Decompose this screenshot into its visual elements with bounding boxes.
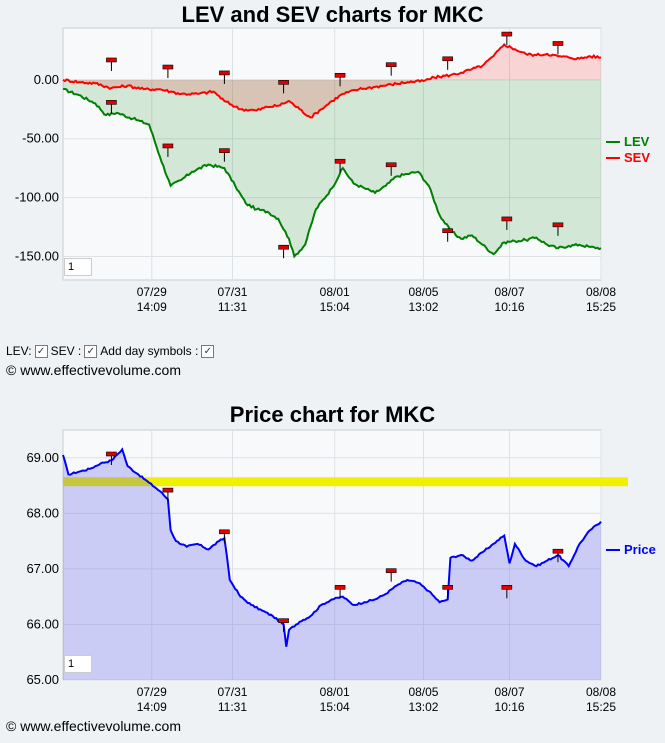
price-area <box>63 449 601 680</box>
price-line <box>62 447 602 647</box>
x-tick-date: 08/07 <box>495 685 525 699</box>
x-tick-time: 13:02 <box>408 700 438 714</box>
x-tick-time: 15:04 <box>320 300 350 314</box>
x-tick-date: 07/29 <box>137 285 167 299</box>
day-marker <box>552 222 564 228</box>
y-tick-label: 69.00 <box>26 450 59 465</box>
day-marker <box>219 70 230 76</box>
copyright-top: © www.effectivevolume.com <box>6 362 182 378</box>
day-marker <box>219 148 230 153</box>
x-tick-date: 08/08 <box>586 685 616 699</box>
lev-sev-chart: 0.00-50.00-100.00-150.0007/2914:0907/311… <box>15 27 650 314</box>
day-marker <box>501 31 513 37</box>
y-tick-label: 0.00 <box>34 72 59 87</box>
day-marker <box>442 585 453 590</box>
day-marker <box>278 80 289 85</box>
x-tick-time: 11:31 <box>218 700 247 714</box>
x-tick-date: 07/31 <box>217 685 247 699</box>
day-marker <box>385 568 397 573</box>
day-marker <box>106 451 117 457</box>
x-tick-date: 07/31 <box>217 285 247 299</box>
lev-area <box>63 79 601 257</box>
day-marker <box>552 548 564 554</box>
day-marker <box>552 41 564 46</box>
x-tick-time: 10:16 <box>495 700 525 714</box>
day-marker <box>442 228 453 234</box>
day-marker <box>334 72 346 78</box>
sev-checkbox[interactable]: ✓ <box>84 344 98 358</box>
legend-label: LEV <box>624 134 650 149</box>
day-marker <box>385 62 397 67</box>
day-marker <box>162 64 174 70</box>
lev-zoom-box[interactable]: 1 <box>64 258 92 276</box>
legend-label: Price <box>624 542 656 557</box>
lev-sev-chart-title: LEV and SEV charts for MKC <box>181 2 484 27</box>
lev-checkbox[interactable]: ✓ <box>34 344 48 358</box>
price-chart-title: Price chart for MKC <box>229 402 436 427</box>
day-marker <box>278 618 289 623</box>
x-tick-time: 15:25 <box>586 300 616 314</box>
day-marker <box>385 162 397 168</box>
price-zoom-box[interactable]: 1 <box>64 655 92 673</box>
x-tick-time: 14:09 <box>137 700 167 714</box>
day-symbols-label: Add day symbols : <box>100 344 199 358</box>
plot-area <box>62 27 602 281</box>
day-marker <box>334 158 346 164</box>
y-tick-label: 67.00 <box>26 561 59 576</box>
x-tick-date: 08/05 <box>408 285 438 299</box>
copyright-bottom: © www.effectivevolume.com <box>6 718 182 734</box>
day-marker <box>106 57 117 63</box>
x-tick-time: 10:16 <box>495 300 525 314</box>
x-tick-date: 08/01 <box>320 285 350 299</box>
day-marker <box>501 216 513 222</box>
sev-line <box>62 43 602 119</box>
y-tick-label: -50.00 <box>22 131 59 146</box>
lev-toggle-label: LEV: <box>6 344 32 358</box>
day-marker <box>106 100 117 105</box>
day-marker <box>162 143 174 149</box>
y-tick-label: -100.00 <box>15 190 59 205</box>
y-tick-label: 66.00 <box>26 616 59 631</box>
chart-controls: LEV: ✓ SEV : ✓ Add day symbols : ✓ <box>6 344 215 358</box>
day-marker <box>278 244 289 250</box>
day-marker <box>501 585 513 590</box>
x-tick-date: 07/29 <box>137 685 167 699</box>
x-tick-time: 13:02 <box>408 300 438 314</box>
lev-line <box>62 87 602 259</box>
x-tick-date: 08/07 <box>495 285 525 299</box>
day-marker <box>442 56 453 62</box>
x-tick-date: 08/08 <box>586 285 616 299</box>
x-tick-time: 15:25 <box>586 700 616 714</box>
x-tick-date: 08/01 <box>320 685 350 699</box>
price-band <box>63 477 628 487</box>
day-marker <box>219 529 230 535</box>
x-tick-date: 08/05 <box>408 685 438 699</box>
y-tick-label: 68.00 <box>26 505 59 520</box>
x-tick-time: 11:31 <box>218 300 247 314</box>
legend-label: SEV <box>624 150 650 165</box>
y-tick-label: -150.00 <box>15 248 59 263</box>
y-tick-label: 65.00 <box>26 672 59 687</box>
day-marker <box>334 585 346 590</box>
sev-area <box>63 44 601 118</box>
sev-toggle-label: SEV : <box>50 344 82 358</box>
x-tick-time: 14:09 <box>137 300 167 314</box>
day-symbols-checkbox[interactable]: ✓ <box>201 344 215 358</box>
x-tick-time: 15:04 <box>320 700 350 714</box>
day-marker <box>162 487 174 493</box>
